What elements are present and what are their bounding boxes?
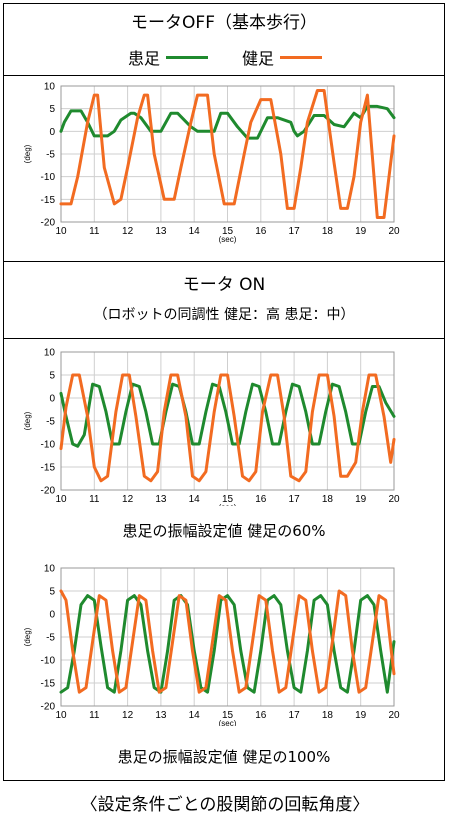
legend-item-healthy: 健足: [242, 45, 323, 69]
y-tick-label: -20: [41, 218, 56, 229]
x-tick-label: 14: [189, 226, 201, 237]
divider: [3, 75, 445, 76]
series-line-affected: [59, 104, 396, 140]
x-tick-label: 16: [255, 226, 267, 237]
y-tick-label: -15: [41, 679, 56, 690]
legend-label-healthy: 健足: [242, 49, 275, 68]
plot-area: [60, 85, 395, 223]
y-tick-label: -15: [41, 463, 56, 474]
y-axis-label: (deg): [23, 144, 32, 163]
x-tick-label: 14: [189, 494, 201, 505]
x-tick-label: 13: [155, 494, 167, 505]
x-tick-label: 14: [189, 710, 201, 721]
x-tick-label: 10: [55, 494, 67, 505]
legend-swatch-affected: [166, 55, 208, 59]
series-line-affected: [59, 382, 396, 448]
x-tick-label: 10: [55, 710, 67, 721]
x-tick-label: 20: [388, 494, 400, 505]
y-tick-label: 0: [49, 610, 55, 621]
x-tick-label: 15: [222, 494, 234, 505]
x-tick-label: 17: [289, 226, 301, 237]
x-tick-label: 12: [122, 494, 134, 505]
figure-frame: [3, 3, 445, 781]
x-tick-label: 12: [122, 226, 134, 237]
x-tick-label: 13: [155, 226, 167, 237]
x-tick-label: 16: [255, 494, 267, 505]
y-axis-label: (deg): [23, 411, 32, 430]
x-tick-label: 17: [289, 494, 301, 505]
y-tick-label: -10: [41, 656, 56, 667]
plot-area: [60, 351, 395, 491]
x-tick-label: 19: [355, 494, 367, 505]
y-tick-label: -10: [41, 172, 56, 183]
legend-swatch-healthy: [280, 55, 323, 59]
x-tick-label: 19: [355, 710, 367, 721]
x-tick-label: 12: [122, 710, 134, 721]
x-tick-label: 17: [289, 710, 301, 721]
header-title: モータOFF（基本歩行）: [131, 13, 317, 33]
y-tick-label: 5: [49, 587, 55, 598]
y-tick-label: 10: [44, 564, 56, 575]
y-tick-label: -20: [41, 702, 56, 713]
y-tick-label: -5: [46, 633, 55, 644]
x-tick-label: 13: [155, 710, 167, 721]
y-tick-label: 5: [49, 104, 55, 115]
figure-caption: 〈設定条件ごとの股関節の回転角度〉: [80, 795, 370, 815]
x-tick-label: 10: [55, 226, 67, 237]
x-tick-label: 18: [322, 710, 334, 721]
y-tick-label: -20: [41, 486, 56, 497]
x-tick-label: 11: [89, 710, 100, 721]
x-tick-label: 20: [388, 710, 400, 721]
y-tick-label: -5: [46, 417, 55, 428]
series-line-healthy: [59, 89, 396, 219]
x-tick-label: 19: [355, 226, 367, 237]
x-tick-label: 11: [89, 494, 100, 505]
x-axis-label: (sec): [219, 235, 237, 244]
y-tick-label: 10: [44, 82, 56, 93]
section2-title: モータ ON: [182, 275, 266, 295]
y-tick-label: 0: [49, 394, 55, 405]
x-axis-label: (sec): [219, 503, 237, 506]
chart-motor-off: 10 11 12 13 14 15 16 17 18 19 20 10 5 0 -5 -10 -15 -20 (se…: [23, 82, 400, 245]
x-tick-label: 16: [255, 710, 267, 721]
section2-subtitle: （ロボットの同調性 健足：高 患足：中）: [93, 307, 355, 323]
legend-label-affected: 患足: [127, 49, 160, 68]
y-tick-label: -10: [41, 440, 56, 451]
caption-chart-100: 患足の振幅設定値 健足の100%: [117, 748, 331, 766]
y-tick-label: 10: [44, 348, 56, 359]
y-tick-label: 0: [49, 127, 55, 138]
y-tick-label: -15: [41, 195, 56, 206]
chart-motor-on-60: 10 11 12 13 14 15 16 17 18 19 20 10 5 0 -5 -10 -15 -20 (se…: [23, 348, 400, 507]
divider: [3, 338, 445, 339]
x-tick-label: 11: [89, 226, 100, 237]
y-axis-label: (deg): [23, 627, 32, 646]
divider: [3, 261, 445, 262]
series-line-healthy: [59, 373, 396, 483]
x-tick-label: 18: [322, 494, 334, 505]
x-axis-label: (sec): [219, 719, 237, 726]
x-tick-label: 15: [222, 710, 234, 721]
y-tick-label: -5: [46, 150, 55, 161]
legend-item-affected: 患足: [128, 45, 208, 69]
plot-area: [60, 567, 395, 707]
x-tick-label: 15: [222, 226, 234, 237]
x-tick-label: 18: [322, 226, 334, 237]
caption-chart-60: 患足の振幅設定値 健足の60%: [122, 522, 326, 540]
legend: 患足 健足: [0, 45, 450, 69]
chart-motor-on-100: 10 11 12 13 14 15 16 17 18 19 20 10 5 0 -5 -10 -15 -20 (se…: [23, 564, 400, 727]
y-tick-label: 5: [49, 371, 55, 382]
series-line-healthy: [59, 589, 396, 694]
x-tick-label: 20: [388, 226, 400, 237]
